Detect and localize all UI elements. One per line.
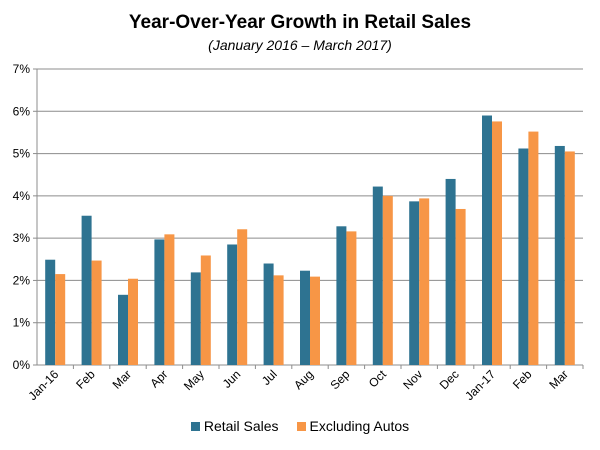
bar-retail-sales: [118, 294, 128, 365]
bar-retail-sales: [482, 115, 492, 365]
bar-retail-sales: [518, 148, 529, 365]
bar-excluding-autos: [55, 274, 66, 365]
bar-excluding-autos: [200, 255, 211, 365]
legend-item-excluding-autos: Excluding Autos: [296, 418, 410, 434]
x-tick-label: Mar: [110, 367, 135, 392]
y-tick-label: 6%: [13, 104, 31, 118]
legend-label-retail-sales: Retail Sales: [203, 418, 279, 434]
bar-excluding-autos: [273, 275, 284, 365]
bar-excluding-autos: [164, 234, 175, 365]
y-tick-label: 2%: [13, 273, 31, 287]
bar-excluding-autos: [528, 131, 539, 365]
x-tick-label: Dec: [437, 367, 462, 392]
bar-retail-sales: [45, 259, 56, 365]
bar-excluding-autos: [455, 208, 466, 365]
bar-excluding-autos: [310, 276, 320, 365]
y-tick-label: 0%: [13, 358, 31, 372]
legend-swatch-retail-sales: [190, 421, 200, 431]
bar-retail-sales: [81, 215, 92, 365]
bar-retail-sales: [263, 263, 274, 365]
legend: Retail Sales Excluding Autos: [0, 418, 600, 434]
legend-label-excluding-autos: Excluding Autos: [309, 418, 410, 434]
bar-retail-sales: [227, 244, 238, 365]
y-tick-label: 7%: [13, 62, 31, 76]
x-tick-label: Mar: [546, 367, 571, 392]
x-tick-label: Feb: [510, 367, 535, 392]
bar-retail-sales: [554, 145, 565, 365]
x-tick-label: Jan-17: [462, 367, 498, 403]
y-tick-label: 5%: [13, 147, 31, 161]
bar-retail-sales: [190, 272, 201, 365]
bar-retail-sales: [445, 178, 456, 365]
bar-excluding-autos: [128, 278, 138, 365]
x-tick-label: Jul: [259, 367, 280, 388]
chart-title: Year-Over-Year Growth in Retail Sales: [128, 12, 472, 33]
legend-swatch-excluding-autos: [296, 421, 306, 431]
bar-retail-sales: [372, 186, 383, 365]
bar-retail-sales: [154, 239, 165, 365]
x-tick-label: Feb: [73, 367, 98, 392]
x-tick-label: Sep: [328, 367, 353, 392]
bar-retail-sales: [409, 201, 420, 365]
y-tick-label: 4%: [13, 189, 31, 203]
bar-excluding-autos: [419, 198, 430, 365]
bar-excluding-autos: [237, 229, 248, 365]
bar-excluding-autos: [382, 195, 393, 365]
y-tick-label: 3%: [13, 231, 31, 245]
x-tick-label: Jan-16: [25, 367, 61, 403]
chart-subtitle: (January 2016 – March 2017): [208, 37, 392, 53]
x-tick-label: Jun: [220, 367, 244, 391]
bar-excluding-autos: [564, 151, 575, 365]
bar-excluding-autos: [346, 231, 357, 365]
legend-item-retail-sales: Retail Sales: [190, 418, 279, 434]
bar-retail-sales: [336, 226, 347, 365]
x-tick-label: Aug: [291, 367, 316, 392]
x-tick-label: Nov: [400, 367, 425, 392]
bar-retail-sales: [300, 270, 310, 365]
bar-excluding-autos: [492, 121, 502, 365]
x-tick-label: May: [181, 367, 207, 393]
x-tick-label: Oct: [366, 367, 390, 391]
y-tick-label: 1%: [13, 316, 31, 330]
x-tick-label: Apr: [147, 367, 170, 390]
bar-excluding-autos: [91, 260, 102, 365]
